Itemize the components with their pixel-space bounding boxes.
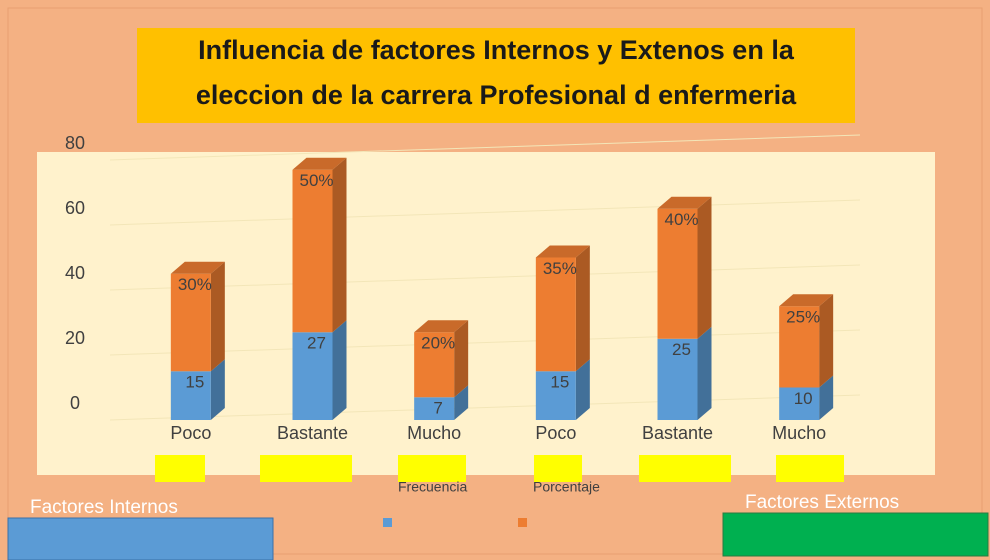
- y-tick-label: 60: [65, 198, 85, 218]
- grid-line: [109, 329, 861, 356]
- bar-top: [414, 320, 469, 333]
- chart-title: eleccion de la carrera Profesional d enf…: [196, 80, 797, 110]
- data-label: 50%: [299, 171, 333, 190]
- bar: [170, 371, 211, 420]
- bar: [414, 397, 455, 420]
- deco-box: [639, 455, 731, 482]
- bar-side: [819, 294, 834, 388]
- x-tick-label: Mucho: [407, 423, 461, 443]
- bar-top: [779, 294, 834, 307]
- bar: [170, 273, 211, 372]
- bar: [535, 371, 576, 420]
- footer-box: [7, 517, 274, 560]
- y-tick-label: 0: [70, 393, 80, 413]
- y-tick-label: 20: [65, 328, 85, 348]
- deco-box: [398, 455, 466, 482]
- deco-box: [776, 455, 844, 482]
- x-tick-label: Bastante: [277, 423, 348, 443]
- data-label: 10: [794, 389, 813, 408]
- data-label: 15: [185, 373, 204, 392]
- x-tick-label: Mucho: [772, 423, 826, 443]
- bar-side: [332, 157, 347, 333]
- x-tick-label: Bastante: [642, 423, 713, 443]
- bar-side: [575, 359, 590, 420]
- bar-top: [170, 261, 225, 274]
- deco-box: [534, 455, 582, 482]
- bar: [414, 332, 455, 398]
- bar-side: [575, 245, 590, 372]
- data-label: 40%: [664, 210, 698, 229]
- bar-top: [292, 157, 347, 170]
- bar-side: [454, 385, 469, 420]
- grid-line: [109, 394, 861, 421]
- bar: [292, 169, 333, 333]
- legend-swatch: [518, 518, 527, 527]
- bar-side: [332, 320, 347, 420]
- x-tick-label: Poco: [535, 423, 576, 443]
- title-box: [137, 28, 855, 123]
- bar: [779, 306, 820, 388]
- group-label: Factores Internos: [30, 497, 178, 518]
- data-label: 27: [307, 334, 326, 353]
- data-label: 30%: [178, 275, 212, 294]
- grid-line: [109, 199, 861, 226]
- data-label: 25%: [786, 308, 820, 327]
- bar-side: [210, 261, 225, 372]
- bar: [292, 332, 333, 420]
- group-label: Factores Externos: [745, 492, 899, 513]
- y-tick-label: 80: [65, 133, 85, 153]
- bar: [657, 208, 698, 339]
- grid-line: [109, 264, 861, 291]
- x-tick-label: Poco: [170, 423, 211, 443]
- bar: [779, 387, 820, 420]
- deco-box: [155, 455, 205, 482]
- bar-top: [657, 196, 712, 209]
- chart-title: Influencia de factores Internos y Exteno…: [198, 35, 795, 65]
- data-label: 25: [672, 340, 691, 359]
- grid-line: [109, 134, 861, 161]
- data-label: 20%: [421, 334, 455, 353]
- bar: [657, 338, 698, 420]
- legend-swatch: [383, 518, 392, 527]
- y-tick-label: 40: [65, 263, 85, 283]
- bar: [535, 257, 576, 372]
- data-label: 7: [433, 399, 442, 418]
- deco-box: [260, 455, 352, 482]
- frame: [7, 7, 983, 555]
- bar-side: [697, 196, 712, 339]
- decorations: [7, 455, 989, 560]
- bar-side: [210, 359, 225, 420]
- legend-label: Porcentaje: [533, 479, 600, 495]
- bar-top: [535, 245, 590, 258]
- data-label: 35%: [543, 259, 577, 278]
- footer-box: [722, 512, 989, 557]
- legend-label: Frecuencia: [398, 479, 467, 495]
- bar-side: [697, 326, 712, 420]
- data-label: 15: [550, 373, 569, 392]
- bar-side: [819, 375, 834, 420]
- bar-side: [454, 320, 469, 398]
